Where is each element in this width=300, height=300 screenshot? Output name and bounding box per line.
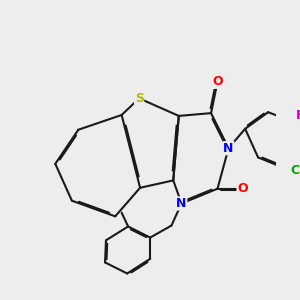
Text: N: N [224,142,234,155]
Text: O: O [237,182,248,195]
Text: Cl: Cl [290,164,300,177]
Text: N: N [176,197,187,210]
Text: O: O [212,75,223,88]
Text: F: F [296,110,300,122]
Text: S: S [135,92,144,105]
